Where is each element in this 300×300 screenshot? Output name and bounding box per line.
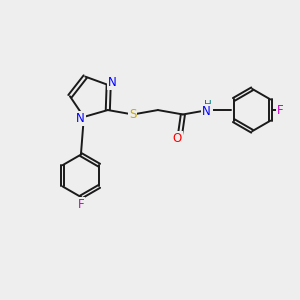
Text: N: N [76, 112, 85, 125]
Text: N: N [202, 105, 211, 118]
Text: F: F [78, 198, 84, 211]
Text: O: O [172, 131, 182, 145]
Text: N: N [108, 76, 117, 89]
Text: S: S [129, 108, 137, 121]
Text: H: H [204, 100, 212, 110]
Text: F: F [277, 103, 284, 117]
